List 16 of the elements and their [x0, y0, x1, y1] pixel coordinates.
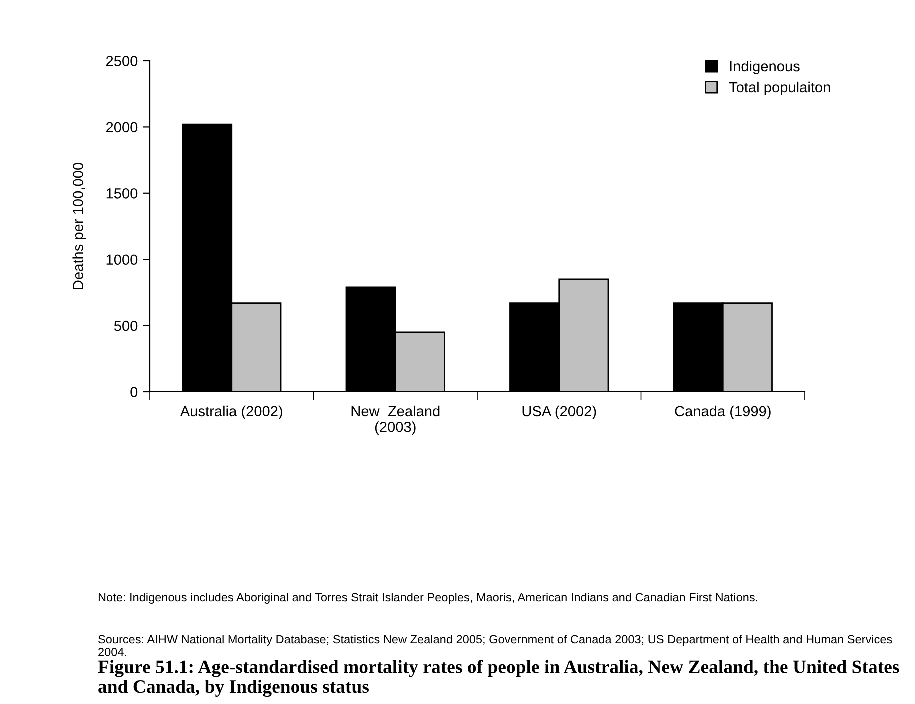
source-note: Sources: AIHW National Mortality Database; Statistics New Zealand 2005; Government of Canada 2003; US Department of Health and Human Services 2004.: [98, 635, 892, 656]
x-tick-label: New Zealand (2003): [352, 406, 440, 436]
y-tick-label: 2500: [106, 56, 138, 66]
text: Figure 51.1: Age-standardised mortality rates of people in Australia, New Zealand, the United States and Canada, by Indigenous status: [98, 660, 900, 698]
y-tick-label: 0: [130, 387, 138, 398]
y-tick-label: 2000: [106, 122, 138, 133]
text: Note: Indigenous includes Aboriginal and Torres Strait Islander Peoples, Maoris, American Indians and Canadian First Nations.: [98, 593, 758, 604]
x-tick-label: USA (2002): [522, 406, 596, 420]
x-tick-label: Canada (1999): [675, 406, 771, 420]
y-tick-label: 1500: [106, 188, 138, 199]
x-tick-label: Australia (2002): [180, 406, 282, 420]
legend-label: Total populaiton: [729, 82, 830, 96]
y-tick-label: 1000: [106, 254, 138, 266]
legend-label: Indigenous: [730, 60, 800, 75]
y-tick-label: 500: [114, 320, 138, 332]
y-axis-title: Deaths per 100,000: [72, 163, 86, 290]
